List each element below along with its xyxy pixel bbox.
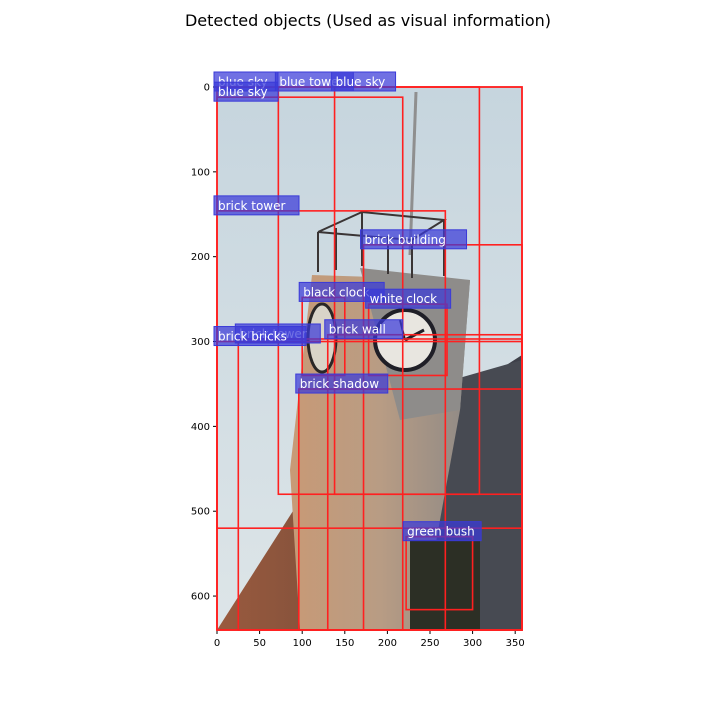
- y-axis: 0 100 200 300 400 500 600: [191, 83, 217, 603]
- x-tick-label: 150: [335, 638, 354, 649]
- x-tick-label: 200: [378, 638, 397, 649]
- x-tick-label: 250: [420, 638, 439, 649]
- x-tick-label: 300: [463, 638, 482, 649]
- detection-label: black clock: [303, 285, 370, 299]
- photo: [217, 87, 522, 630]
- y-tick-label: 0: [204, 83, 210, 94]
- detection-label: blue tower: [279, 75, 343, 89]
- detection-label-bg: [213, 81, 279, 102]
- detection-label-bg: [360, 229, 468, 250]
- detection-label: green bush: [407, 525, 475, 539]
- detection-label-bg: [324, 319, 404, 340]
- detection-label: white clock: [370, 292, 438, 306]
- x-tick-label: 50: [253, 638, 266, 649]
- y-tick-label: 100: [191, 167, 210, 178]
- y-tick-label: 200: [191, 252, 210, 263]
- detection-label-bg: [213, 195, 300, 216]
- detection-label-bg: [295, 373, 389, 394]
- x-tick-label: 0: [214, 638, 220, 649]
- detection-label: brick wall: [329, 323, 386, 337]
- detection-label: blue sky: [336, 75, 386, 89]
- detection-label-bg: [365, 288, 452, 309]
- detection-label: brick shadow: [300, 377, 379, 391]
- flagpole: [408, 91, 418, 256]
- y-tick-label: 500: [191, 507, 210, 518]
- x-tick-label: 100: [293, 638, 312, 649]
- detection-label: blue sky: [218, 85, 268, 99]
- detection-label: brick tower: [218, 199, 285, 213]
- y-tick-label: 400: [191, 422, 210, 433]
- y-tick-label: 600: [191, 592, 210, 603]
- detection-label: brick bricks: [218, 330, 287, 344]
- x-axis: 0 50 100 150 200 250 300 350: [214, 630, 525, 649]
- y-tick-label: 300: [191, 337, 210, 348]
- detection-label-bg: [402, 521, 482, 542]
- detection-label-bg: [331, 71, 397, 92]
- figure-title: Detected objects (Used as visual informa…: [185, 11, 551, 30]
- detection-box: [297, 388, 523, 631]
- detection-boxes: [216, 86, 523, 631]
- x-tick-label: 350: [506, 638, 525, 649]
- detection-label: brick building: [365, 233, 446, 247]
- detection-label-bg: [213, 326, 307, 347]
